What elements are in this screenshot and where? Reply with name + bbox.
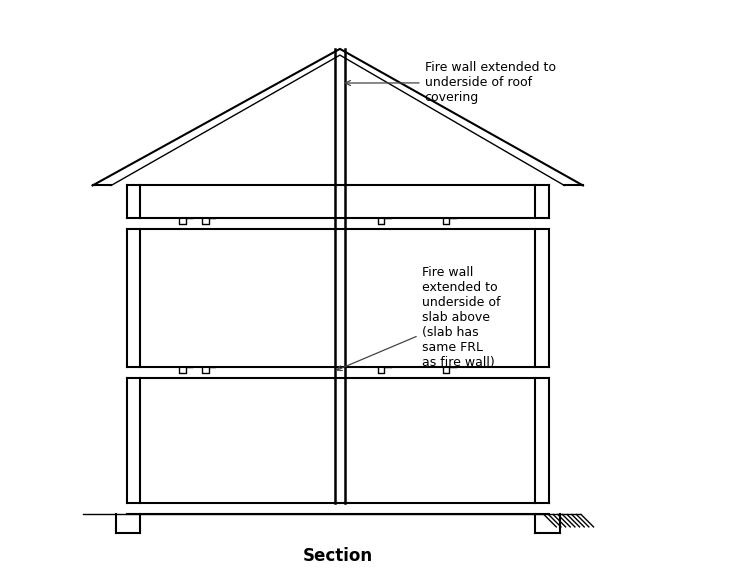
Text: Section: Section xyxy=(303,548,373,565)
Text: Fire wall
extended to
underside of
slab above
(slab has
same FRL
as fire wall): Fire wall extended to underside of slab … xyxy=(337,266,500,371)
Text: Fire wall extended to
underside of roof
covering: Fire wall extended to underside of roof … xyxy=(346,61,556,104)
